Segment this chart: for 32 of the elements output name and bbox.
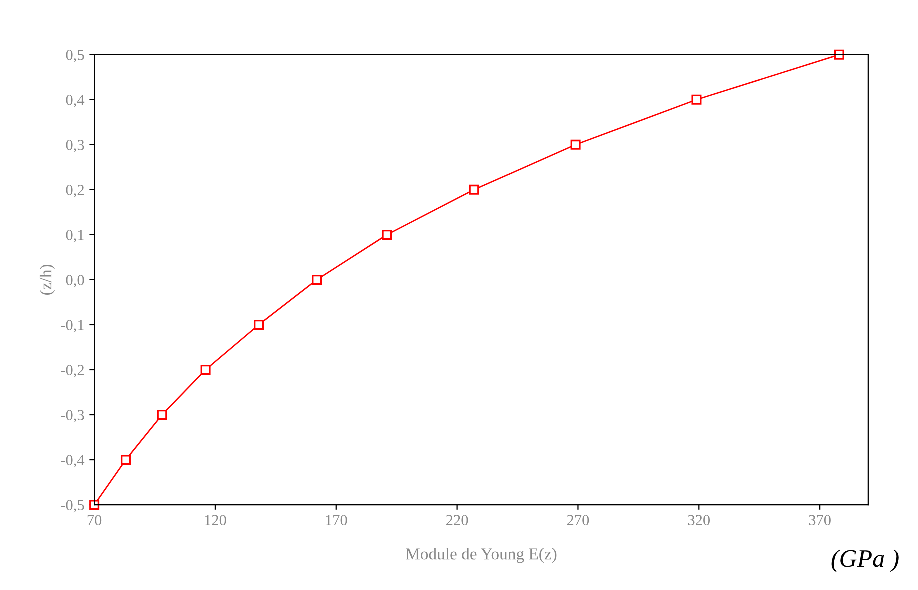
x-axis-title: Module de Young E(z): [406, 548, 557, 564]
text: (GPa ): [832, 550, 899, 572]
x-tick-label: 70: [88, 515, 102, 526]
point: [254, 320, 264, 330]
x-tick-label: 370: [809, 515, 831, 526]
y-tick-label: -0,1: [61, 320, 84, 333]
point: [692, 94, 702, 105]
x-tick-label: 170: [326, 515, 348, 526]
point: [200, 364, 211, 375]
y-tick-label: -0,3: [61, 410, 84, 423]
y-tick-label: -0,2: [61, 365, 84, 378]
y-tick-label: 0,2: [66, 185, 84, 198]
y-tick-label: 0,3: [66, 140, 84, 153]
point: [90, 500, 100, 510]
x-tick-label: 270: [567, 515, 590, 526]
y-tick-label: 0,0: [66, 275, 84, 288]
x-tick-label: 220: [446, 515, 468, 526]
y-tick-label: 0,5: [66, 50, 84, 63]
point: [120, 455, 131, 466]
point: [382, 230, 392, 240]
point: [469, 184, 480, 195]
point: [834, 50, 844, 60]
x-tick-label: 120: [205, 515, 226, 526]
y-tick-label: 0,4: [66, 95, 85, 108]
point: [312, 274, 322, 285]
y-tick-label: 0,1: [66, 230, 84, 243]
point: [570, 140, 581, 150]
y-tick-label: -0,5: [61, 500, 84, 513]
x-tick-label: 320: [688, 515, 710, 526]
y-tick-label: -0,4: [61, 455, 85, 468]
point: [157, 410, 168, 420]
y-axis-title: (z/h): [40, 264, 56, 295]
